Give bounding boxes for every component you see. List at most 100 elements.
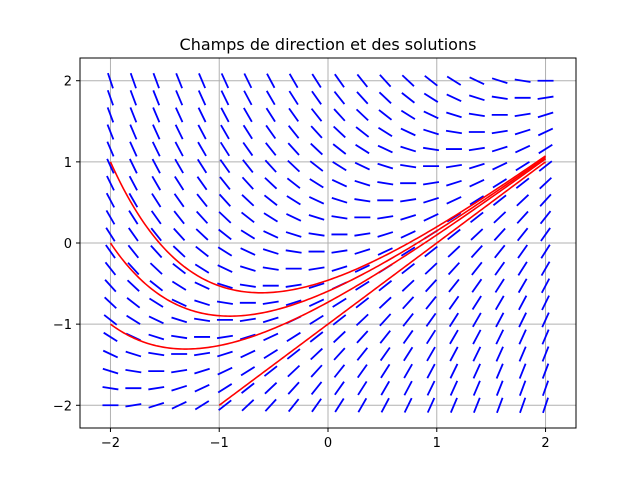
direction-segment xyxy=(446,111,462,119)
direction-segment xyxy=(195,245,209,258)
direction-segment xyxy=(149,280,164,292)
y-tick-label: 2 xyxy=(64,75,72,90)
direction-segment xyxy=(541,346,550,362)
direction-segment xyxy=(333,347,346,361)
direction-segment xyxy=(540,244,551,259)
direction-segment xyxy=(542,397,549,414)
direction-segment xyxy=(424,75,438,87)
direction-segment xyxy=(149,262,163,275)
axis-ticks: −2 −1 0 1 2 −2 −1 0 1 2 xyxy=(53,75,550,451)
direction-segment xyxy=(128,192,139,208)
direction-segment xyxy=(173,193,185,208)
direction-segment xyxy=(425,329,437,345)
direction-segment xyxy=(468,94,485,102)
direction-segment xyxy=(401,279,415,292)
direction-segment xyxy=(517,278,528,294)
direction-segment xyxy=(537,95,554,100)
direction-segment xyxy=(175,90,184,106)
direction-segment xyxy=(128,227,139,242)
direction-segment xyxy=(492,194,507,206)
direction-segment xyxy=(262,266,279,271)
direction-segment xyxy=(105,227,116,242)
direction-segment xyxy=(127,262,140,276)
direction-segment xyxy=(539,210,552,225)
direction-segment xyxy=(355,144,370,155)
direction-segment xyxy=(310,364,323,378)
direction-segment xyxy=(517,244,528,259)
direction-segment xyxy=(400,109,416,120)
direction-segment xyxy=(378,296,392,309)
direction-segment xyxy=(446,75,462,86)
direction-segment xyxy=(219,141,231,157)
direction-segment xyxy=(469,178,485,188)
direction-segment xyxy=(492,161,508,171)
direction-segment xyxy=(537,111,554,119)
direction-segment xyxy=(194,367,210,375)
direction-segment xyxy=(152,72,160,89)
direction-segment xyxy=(491,145,508,153)
x-tick-label: 0 xyxy=(324,436,332,451)
direction-segment xyxy=(538,144,553,155)
direction-segment xyxy=(149,297,164,308)
direction-segment xyxy=(356,91,369,105)
direction-segment xyxy=(151,158,161,174)
direction-segment xyxy=(264,159,277,173)
direction-segment xyxy=(220,90,230,106)
direction-segment xyxy=(171,316,188,324)
direction-segment xyxy=(518,363,527,379)
direction-segment xyxy=(516,210,529,224)
direction-segment xyxy=(403,397,413,413)
direction-segment xyxy=(218,193,232,207)
direction-segment xyxy=(174,124,184,140)
direction-segment xyxy=(515,177,530,189)
direction-segment xyxy=(309,160,324,172)
direction-segment xyxy=(518,312,527,328)
direction-segment xyxy=(355,297,370,309)
direction-segment xyxy=(150,227,162,242)
direction-segment xyxy=(333,108,346,122)
direction-segment xyxy=(197,107,207,123)
direction-segment xyxy=(151,193,162,208)
y-tick-label: −1 xyxy=(53,318,72,333)
direction-segment xyxy=(287,364,301,378)
direction-segment xyxy=(471,295,482,311)
direction-segment xyxy=(308,266,325,271)
direction-segment xyxy=(263,194,278,206)
direction-segment xyxy=(401,74,415,87)
direction-segment xyxy=(196,176,208,191)
direction-segment xyxy=(356,73,369,88)
y-tick-label: 1 xyxy=(64,156,72,171)
direction-segment xyxy=(106,89,114,106)
direction-segment xyxy=(377,231,394,238)
direction-segment xyxy=(241,399,255,412)
x-tick-label: 1 xyxy=(433,436,441,451)
direction-segment xyxy=(172,245,186,258)
direction-segment xyxy=(106,175,115,191)
direction-segment xyxy=(194,263,210,274)
direction-segment xyxy=(174,175,185,191)
direction-segment xyxy=(448,312,460,328)
direction-segment xyxy=(309,314,324,325)
direction-segment xyxy=(196,193,208,208)
direction-segment xyxy=(402,329,414,345)
direction-segment xyxy=(103,314,118,326)
solution-curve xyxy=(109,158,547,350)
direction-segment xyxy=(354,198,371,203)
direction-segment xyxy=(469,76,485,85)
direction-segment xyxy=(129,158,138,174)
direction-segment xyxy=(356,330,369,344)
direction-segment xyxy=(331,265,348,272)
direction-segment xyxy=(311,73,322,88)
direction-segment xyxy=(446,93,462,103)
direction-segment xyxy=(447,228,461,241)
direction-segment xyxy=(377,162,394,170)
direction-segment xyxy=(379,313,392,327)
direction-segment xyxy=(242,124,253,140)
direction-segment xyxy=(334,398,345,413)
direction-segment xyxy=(265,107,276,123)
direction-segment xyxy=(174,141,184,157)
direction-segment xyxy=(265,124,277,140)
direction-segment xyxy=(470,228,484,241)
direction-segment xyxy=(242,159,254,173)
direction-segment xyxy=(243,107,253,123)
